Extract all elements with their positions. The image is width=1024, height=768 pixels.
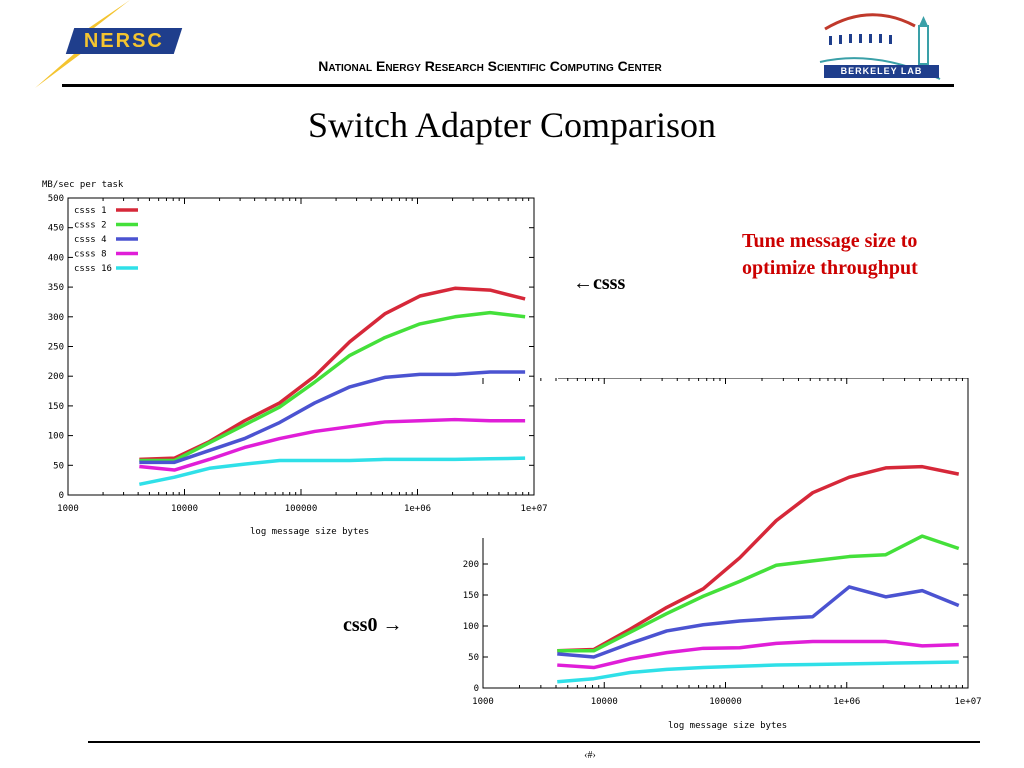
x-axis-label: log message size bytes: [250, 527, 369, 537]
csss-label: ←csss: [573, 272, 626, 294]
x-tick-label: 1e+07: [520, 504, 547, 514]
legend-label: csss 16: [74, 264, 112, 274]
series-line-3: [557, 639, 959, 670]
series-line-2: [557, 585, 960, 659]
x-tick-label: 100000: [285, 504, 318, 514]
x-tick-label: 1e+06: [833, 697, 860, 707]
x-tick-label: 100000: [709, 697, 742, 707]
nersc-logo-text: NERSC: [83, 29, 164, 52]
optimization-note: Tune message size to optimize throughput: [742, 230, 918, 279]
y-tick-label: 350: [48, 283, 64, 293]
legend-label: csss 8: [74, 250, 107, 260]
chart-css0: log message size bytes 0 50 100 150 200 1000…: [463, 378, 982, 731]
y-tick-label: 150: [463, 591, 479, 601]
x-axis-label: log message size bytes: [668, 721, 787, 731]
y-tick-label: 200: [48, 372, 64, 382]
y-tick-label: 200: [463, 560, 479, 570]
series-line-2: [139, 370, 526, 465]
x-tick-label: 10000: [591, 697, 618, 707]
slide-title: Switch Adapter Comparison: [308, 105, 716, 145]
page-number: ‹#›: [584, 750, 596, 761]
y-tick-label: 100: [48, 432, 64, 442]
y-tick-label: 300: [48, 313, 64, 323]
x-tick-label: 10000: [171, 504, 198, 514]
x-tick-label: 1e+06: [404, 504, 431, 514]
y-tick-label: 150: [48, 402, 64, 412]
x-tick-label: 1e+07: [954, 697, 981, 707]
berkeley-lab-label: BERKELEY LAB: [824, 65, 939, 78]
y-tick-label: 50: [53, 461, 64, 471]
series-line-3: [139, 417, 526, 472]
x-tick-label: 1000: [57, 504, 79, 514]
footer-rule: [88, 741, 980, 743]
y-tick-label: 450: [48, 224, 64, 234]
y-tick-label: 400: [48, 253, 64, 263]
chart-csss: MB/sec per task log message size bytes 0…: [42, 180, 548, 537]
y-axis-label: MB/sec per task: [42, 180, 124, 190]
css0-label: css0 →: [343, 614, 403, 636]
header-rule: [62, 84, 954, 87]
legend-label: csss 1: [74, 206, 107, 216]
nersc-logo: NERSC: [65, 28, 183, 54]
y-tick-label: 500: [48, 194, 64, 204]
y-tick-label: 100: [463, 622, 479, 632]
series-line-0: [557, 464, 960, 653]
legend-label: csss 2: [74, 221, 107, 231]
y-tick-label: 0: [59, 491, 64, 501]
y-tick-label: 250: [48, 343, 64, 353]
series-line-1: [139, 310, 526, 463]
x-tick-label: 1000: [472, 697, 494, 707]
series-line-4: [557, 660, 959, 684]
y-tick-label: 50: [468, 653, 479, 663]
center-name: National Energy Research Scientific Comp…: [318, 58, 662, 74]
y-tick-label: 0: [474, 684, 479, 694]
legend-label: csss 4: [74, 235, 107, 245]
series-line-4: [138, 456, 526, 487]
series-line-1: [557, 534, 960, 653]
